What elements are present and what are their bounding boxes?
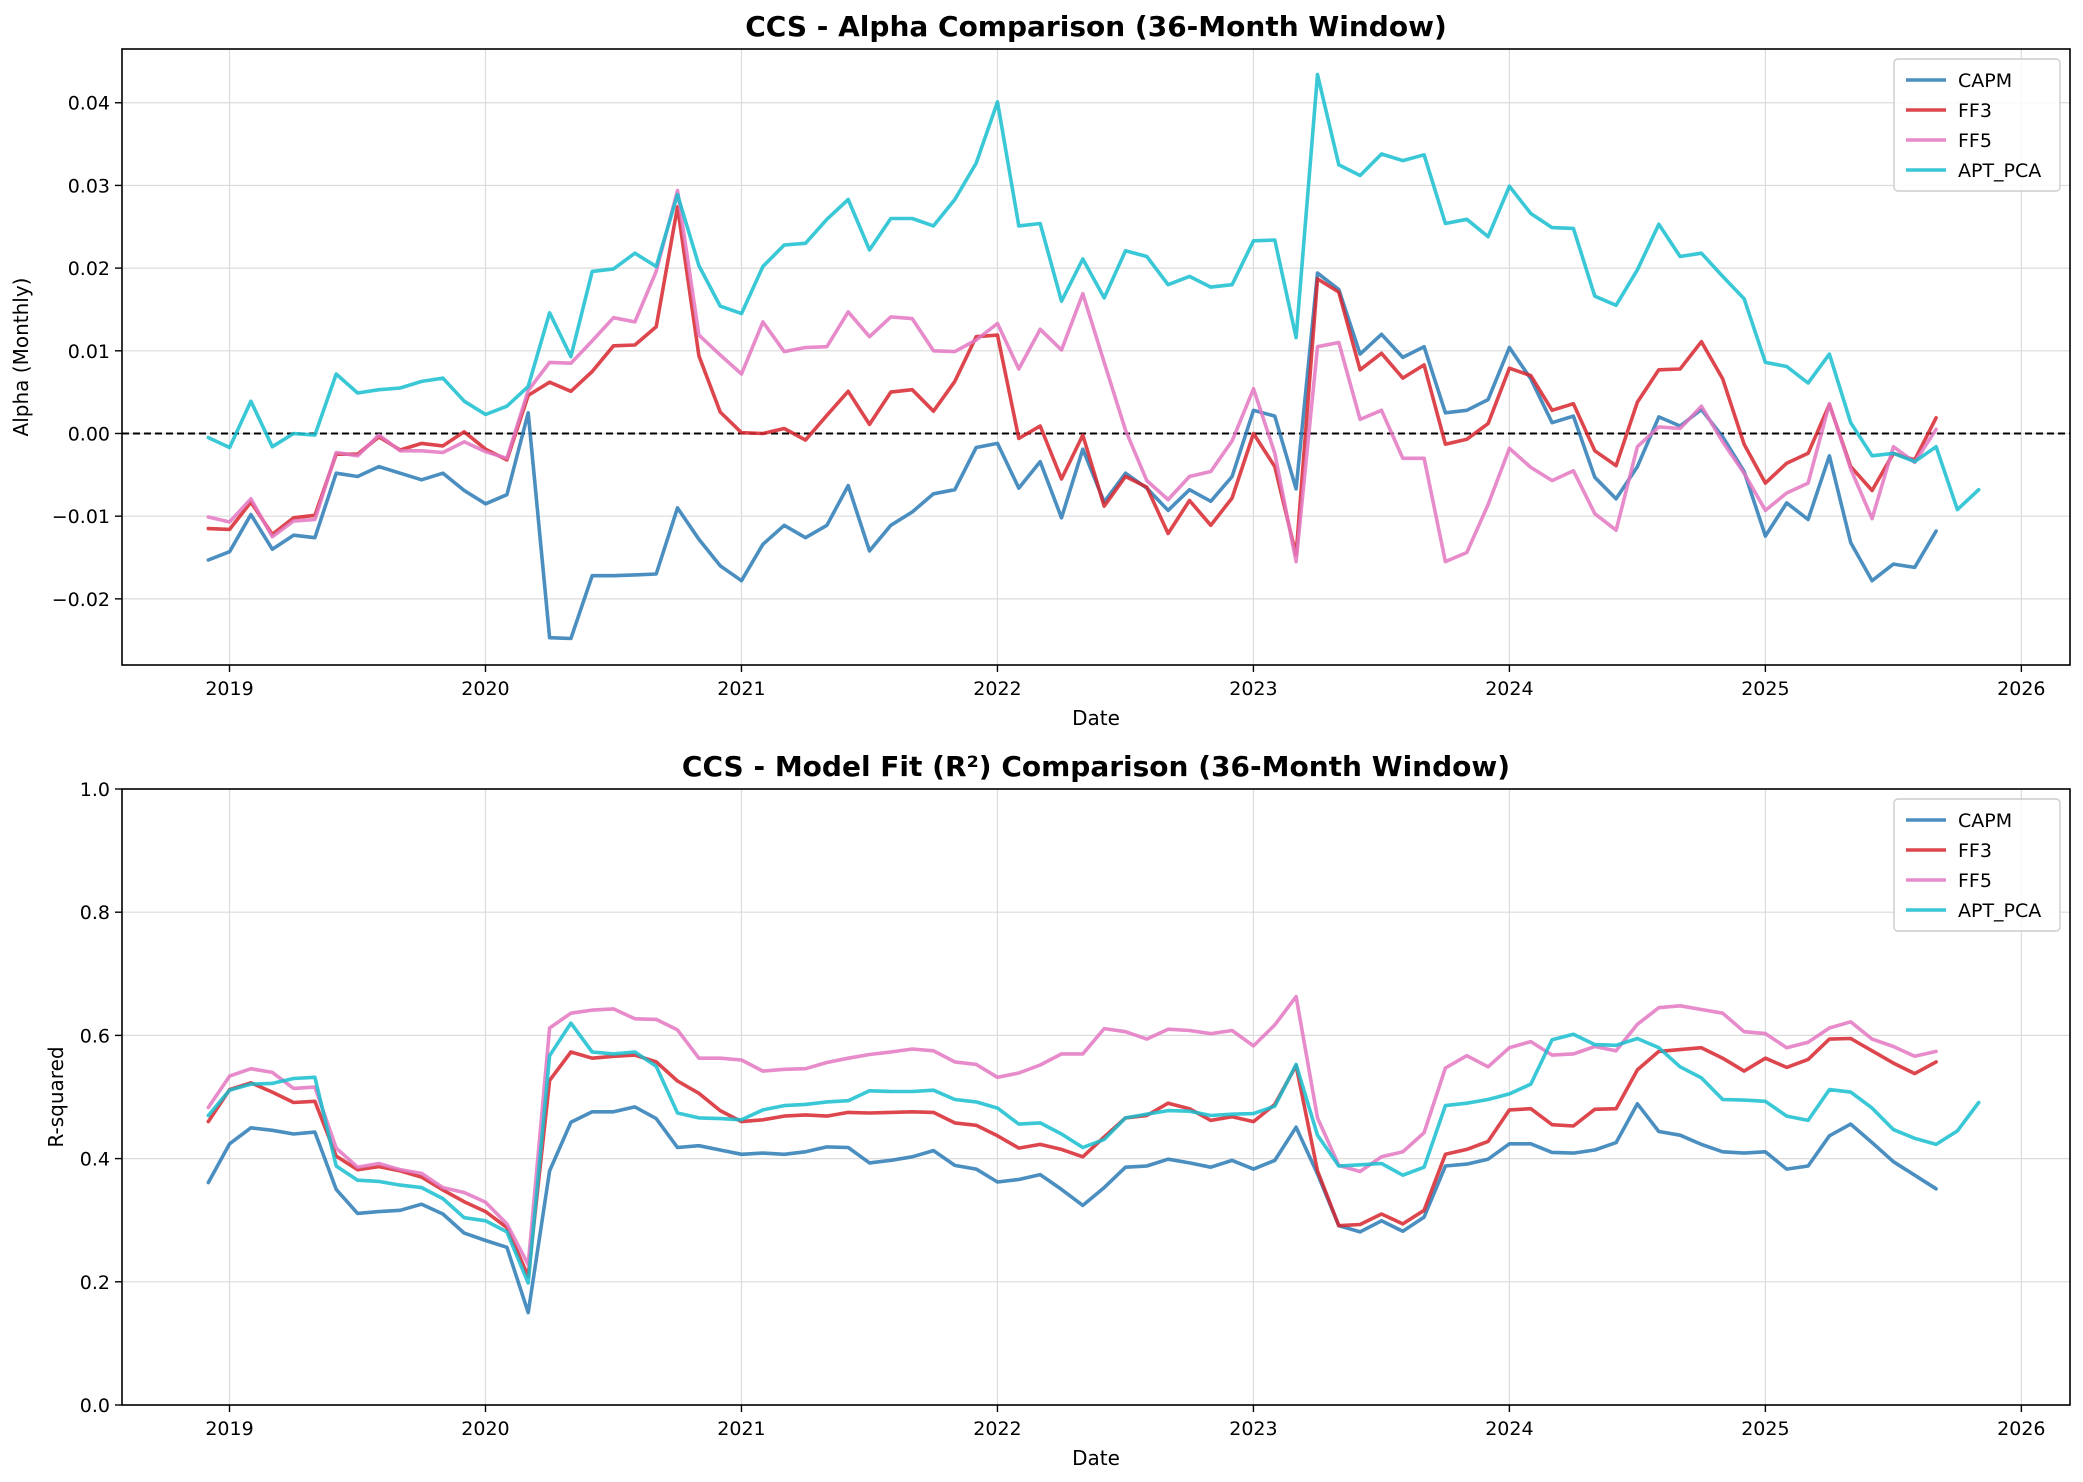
alpha-x-tick-label: 2023 (1229, 678, 1277, 700)
alpha-y-tick-label: 0.01 (68, 341, 110, 363)
alpha-legend-box (1893, 58, 2061, 192)
alpha-x-tick-label: 2021 (717, 678, 765, 700)
alpha-series-apt-pca (206, 72, 1981, 512)
r-squared-legend-label: CAPM (1958, 810, 2012, 832)
r-squared-legend-label: APT_PCA (1958, 900, 2041, 922)
r-squared-x-tick-label: 2020 (461, 1418, 509, 1440)
r-squared-x-tick-label: 2019 (205, 1418, 253, 1440)
r-squared-x-tick-label: 2022 (973, 1418, 1021, 1440)
r-squared-legend-label: FF5 (1958, 870, 1992, 892)
r-squared-series-apt-pca (206, 1021, 1981, 1285)
alpha-chart-title: CCS - Alpha Comparison (36-Month Window) (745, 10, 1447, 43)
alpha-x-tick-label: 2019 (205, 678, 253, 700)
alpha-series-capm (206, 271, 1938, 641)
r-squared-y-tick-label: 0.8 (80, 902, 110, 924)
alpha-legend: CAPM FF3 FF5 APT_PCA (1893, 58, 2061, 192)
alpha-legend-label: FF5 (1958, 130, 1992, 152)
r-squared-y-tick-label: 0.4 (80, 1149, 110, 1171)
r-squared-x-tick-label: 2023 (1229, 1418, 1277, 1440)
alpha-chart: CCS - Alpha Comparison (36-Month Window)… (9, 10, 2071, 730)
r-squared-legend-label: FF3 (1958, 840, 1992, 862)
alpha-legend-label: CAPM (1958, 70, 2012, 92)
alpha-x-axis-label: Date (1072, 706, 1120, 730)
r-squared-y-axis-label: R-squared (44, 1046, 68, 1147)
r-squared-series-ff5 (206, 994, 1938, 1267)
r-squared-plot-frame (121, 788, 2071, 1406)
alpha-y-axis-label: Alpha (Monthly) (9, 278, 33, 437)
alpha-x-tick-label: 2022 (973, 678, 1021, 700)
r-squared-x-tick-label: 2026 (1997, 1418, 2045, 1440)
alpha-x-tick-label: 2020 (461, 678, 509, 700)
alpha-x-tick-label: 2026 (1997, 678, 2045, 700)
alpha-y-tick-label: −0.01 (52, 506, 110, 528)
alpha-plot-frame (121, 48, 2071, 666)
r-squared-y-tick-label: 0.6 (80, 1025, 110, 1047)
r-squared-series-capm (206, 1102, 1938, 1315)
r-squared-y-tick-label: 0.0 (80, 1395, 110, 1417)
alpha-y-tick-label: −0.02 (52, 589, 110, 611)
r-squared-legend: CAPM FF3 FF5 APT_PCA (1893, 798, 2061, 932)
r-squared-chart: CCS - Model Fit (R²) Comparison (36-Mont… (44, 750, 2071, 1470)
r-squared-y-tick-label: 1.0 (80, 779, 110, 801)
alpha-y-tick-label: 0.02 (68, 258, 110, 280)
r-squared-legend-box (1893, 798, 2061, 932)
r-squared-x-axis-label: Date (1072, 1446, 1120, 1470)
r-squared-y-tick-label: 0.2 (80, 1272, 110, 1294)
alpha-legend-label: APT_PCA (1958, 160, 2041, 182)
r-squared-x-tick-label: 2024 (1485, 1418, 1533, 1440)
r-squared-x-tick-label: 2025 (1741, 1418, 1789, 1440)
r-squared-chart-title: CCS - Model Fit (R²) Comparison (36-Mont… (682, 750, 1510, 783)
alpha-y-tick-label: 0.04 (68, 93, 110, 115)
alpha-x-tick-label: 2024 (1485, 678, 1533, 700)
r-squared-series-ff3 (206, 1036, 1938, 1279)
alpha-y-tick-label: 0.03 (68, 175, 110, 197)
alpha-x-tick-label: 2025 (1741, 678, 1789, 700)
alpha-y-tick-label: 0.00 (68, 423, 110, 445)
alpha-series-ff5 (206, 188, 1938, 564)
r-squared-x-tick-label: 2021 (717, 1418, 765, 1440)
alpha-legend-label: FF3 (1958, 100, 1992, 122)
